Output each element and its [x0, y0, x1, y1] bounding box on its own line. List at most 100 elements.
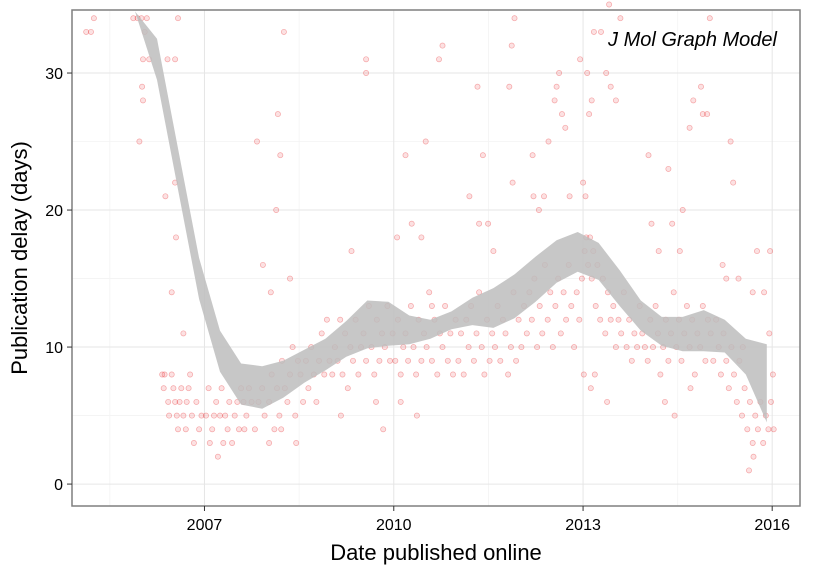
data-point — [284, 398, 291, 405]
data-point — [587, 385, 594, 392]
data-point — [767, 248, 774, 255]
data-point — [88, 28, 94, 35]
data-point — [631, 330, 638, 337]
data-point — [606, 1, 613, 8]
data-point — [193, 398, 200, 405]
data-point — [410, 344, 417, 351]
data-point — [603, 70, 610, 76]
data-point — [428, 303, 435, 309]
data-point — [162, 193, 169, 200]
data-point — [166, 412, 173, 419]
data-point — [280, 28, 287, 35]
x-tick-label: 2010 — [376, 517, 412, 534]
data-point — [602, 330, 609, 337]
data-point — [690, 97, 697, 104]
data-point — [178, 385, 185, 392]
data-point — [623, 344, 630, 351]
data-point — [671, 412, 678, 419]
data-point — [676, 248, 683, 255]
data-point — [173, 234, 179, 241]
data-point — [518, 344, 525, 351]
data-point — [436, 56, 442, 63]
data-point — [470, 357, 477, 364]
y-axis-title: Publication delay (days) — [7, 141, 32, 375]
data-point — [577, 56, 584, 63]
y-tick-label: 0 — [54, 477, 63, 494]
data-point — [218, 385, 225, 392]
data-point — [612, 97, 619, 104]
data-point — [180, 412, 187, 419]
data-point — [413, 371, 420, 378]
data-point — [735, 275, 742, 282]
x-tick-label: 2013 — [565, 517, 601, 534]
data-point — [552, 303, 559, 309]
x-tick-label: 2007 — [187, 517, 223, 534]
data-point — [652, 303, 659, 309]
data-point — [769, 371, 776, 378]
data-point — [580, 179, 587, 186]
data-point — [337, 412, 344, 419]
data-point — [222, 412, 229, 419]
data-point — [568, 303, 575, 309]
data-point — [455, 357, 462, 364]
data-point — [274, 111, 281, 118]
data-point — [648, 220, 655, 227]
data-point — [657, 371, 664, 378]
data-point — [725, 385, 732, 392]
data-point — [529, 152, 536, 159]
data-point — [727, 138, 734, 145]
data-point — [723, 357, 730, 364]
data-point — [761, 289, 768, 296]
data-point — [422, 138, 429, 145]
data-point — [466, 193, 473, 200]
data-point — [723, 275, 730, 282]
data-point — [731, 371, 737, 378]
data-point — [196, 426, 203, 433]
data-point — [305, 385, 312, 392]
data-point — [746, 398, 753, 405]
data-point — [344, 385, 351, 392]
data-point — [719, 261, 726, 268]
data-point — [143, 15, 150, 22]
data-point — [289, 344, 296, 351]
data-point — [175, 426, 181, 433]
data-points — [83, 1, 777, 474]
data-point — [754, 426, 761, 433]
data-point — [770, 426, 777, 433]
data-point — [220, 440, 227, 446]
data-point — [760, 440, 767, 446]
data-point — [739, 412, 745, 419]
data-point — [187, 371, 194, 378]
data-point — [450, 371, 456, 378]
data-point — [746, 467, 752, 474]
data-point — [229, 440, 236, 446]
data-point — [650, 344, 656, 351]
data-point — [683, 303, 690, 309]
data-point — [511, 15, 518, 22]
data-point — [180, 330, 187, 337]
data-point — [628, 357, 635, 364]
data-point — [490, 248, 497, 255]
data-point — [273, 207, 280, 213]
data-point — [644, 357, 651, 364]
data-point — [598, 28, 604, 35]
data-point — [140, 97, 146, 104]
data-point — [439, 344, 446, 351]
data-point — [502, 330, 509, 337]
data-point — [562, 124, 569, 131]
data-point — [161, 371, 168, 378]
data-point — [188, 412, 195, 419]
data-point — [591, 371, 598, 378]
data-point — [665, 165, 672, 172]
data-point — [380, 426, 387, 433]
data-point — [236, 426, 242, 433]
data-point — [397, 371, 404, 378]
data-point — [337, 316, 344, 323]
data-point — [733, 398, 740, 405]
data-point — [618, 330, 625, 337]
data-point — [428, 357, 435, 364]
data-point — [214, 453, 221, 460]
data-point — [292, 412, 299, 419]
data-point — [434, 371, 441, 378]
